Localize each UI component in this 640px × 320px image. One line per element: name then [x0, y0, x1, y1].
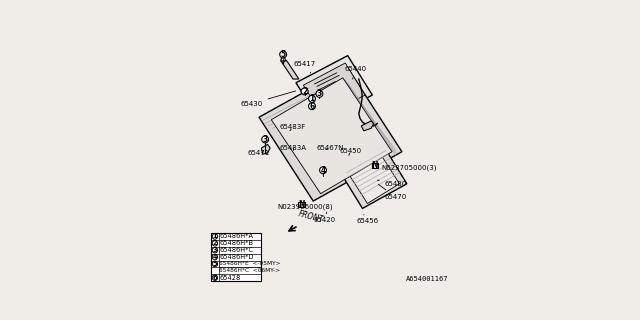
Text: 65428: 65428	[220, 275, 241, 281]
Polygon shape	[281, 60, 299, 79]
Polygon shape	[343, 152, 407, 208]
FancyBboxPatch shape	[211, 233, 262, 281]
Circle shape	[212, 254, 218, 260]
Circle shape	[301, 88, 308, 95]
Text: 65486H*C  <06MY->: 65486H*C <06MY->	[220, 268, 280, 273]
Text: N023906000(8): N023906000(8)	[278, 204, 333, 211]
Text: 1: 1	[212, 234, 217, 239]
Text: 3: 3	[317, 89, 322, 98]
FancyBboxPatch shape	[298, 202, 305, 207]
Text: 65467N: 65467N	[317, 145, 344, 151]
FancyBboxPatch shape	[372, 163, 378, 168]
Text: 6: 6	[212, 275, 217, 281]
Text: 65483A: 65483A	[280, 145, 307, 151]
Text: N023705000(3): N023705000(3)	[376, 164, 436, 171]
Text: 65456: 65456	[356, 215, 378, 224]
Circle shape	[280, 51, 287, 58]
Text: 65470: 65470	[378, 184, 407, 200]
Text: 1: 1	[309, 94, 315, 103]
Text: 65486H*E  <-05MY>: 65486H*E <-05MY>	[220, 261, 281, 267]
Circle shape	[319, 167, 326, 174]
Text: 65430: 65430	[241, 91, 296, 107]
Circle shape	[212, 241, 218, 246]
Text: 65486H*C: 65486H*C	[220, 247, 253, 253]
Text: N: N	[372, 161, 378, 170]
Polygon shape	[271, 78, 392, 194]
Text: 2: 2	[302, 87, 307, 96]
Text: 65486H*A: 65486H*A	[220, 234, 253, 239]
Text: 5: 5	[280, 50, 285, 59]
Polygon shape	[259, 68, 402, 201]
Circle shape	[212, 247, 218, 253]
Text: 5: 5	[212, 261, 217, 267]
Circle shape	[308, 103, 316, 110]
Polygon shape	[361, 121, 374, 131]
Text: 65417: 65417	[293, 61, 316, 73]
Text: 65486H*B: 65486H*B	[220, 240, 253, 246]
Text: 3: 3	[262, 135, 268, 144]
Text: A654001167: A654001167	[406, 276, 449, 282]
Text: 3: 3	[212, 247, 217, 253]
Circle shape	[316, 90, 323, 97]
Circle shape	[212, 261, 218, 267]
Text: 4: 4	[321, 166, 326, 175]
Text: 65483F: 65483F	[280, 124, 306, 131]
Text: N: N	[298, 200, 305, 209]
Text: 6: 6	[309, 102, 315, 111]
Text: FRONT: FRONT	[297, 209, 324, 224]
Text: 65420: 65420	[313, 212, 335, 222]
Text: 4: 4	[212, 254, 217, 260]
Text: 2: 2	[212, 240, 217, 246]
Text: 65486H*D: 65486H*D	[220, 254, 254, 260]
Polygon shape	[296, 56, 372, 122]
Text: 65440: 65440	[344, 66, 366, 79]
Circle shape	[308, 95, 316, 102]
Text: 65450: 65450	[339, 148, 361, 156]
Circle shape	[212, 275, 218, 280]
Text: 65471: 65471	[248, 150, 270, 156]
Polygon shape	[350, 157, 399, 204]
Polygon shape	[262, 144, 270, 154]
Text: 65480: 65480	[378, 180, 407, 187]
Circle shape	[262, 136, 269, 143]
Circle shape	[212, 234, 218, 239]
Polygon shape	[303, 63, 365, 117]
Circle shape	[281, 58, 285, 62]
